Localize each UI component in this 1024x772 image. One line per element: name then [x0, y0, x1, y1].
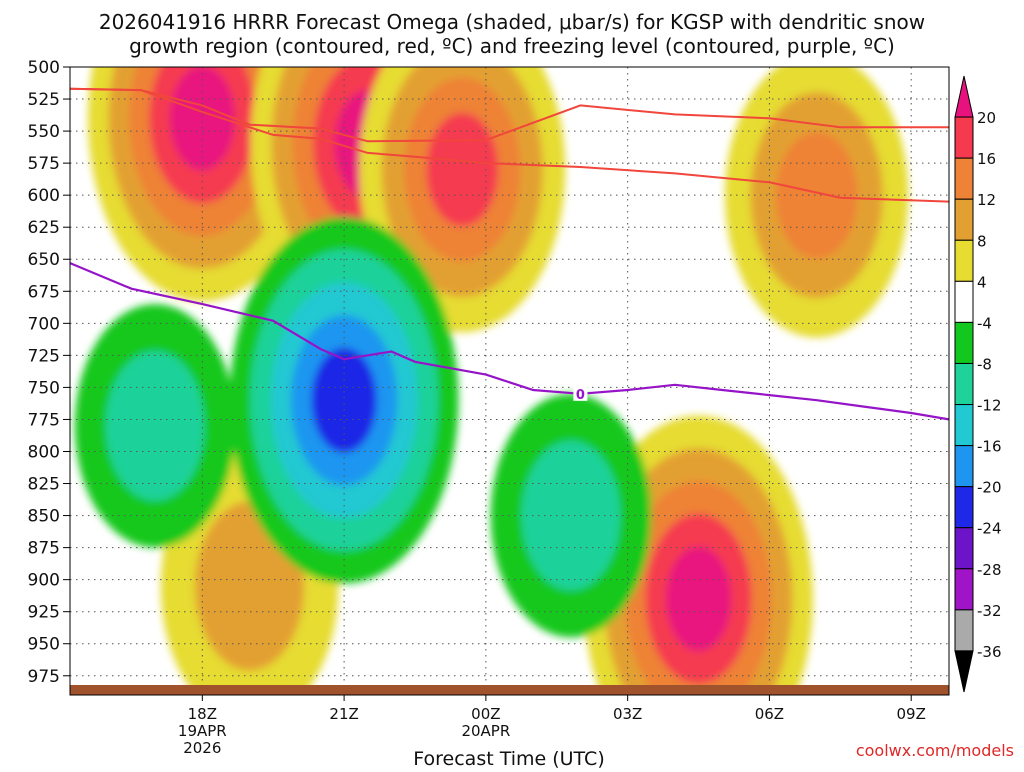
y-tick-label: 800	[28, 442, 60, 462]
colorbar-label: 20	[977, 109, 996, 127]
y-tick-label: 750	[28, 378, 60, 398]
omega-feature-9	[490, 393, 652, 638]
colorbar-label: -16	[977, 438, 1002, 456]
x-tick-label: 19APR	[178, 722, 227, 740]
x-tick-label: 06Z	[755, 705, 784, 723]
y-tick-label: 650	[28, 250, 60, 270]
chart-title-line-1: 2026041916 HRRR Forecast Omega (shaded, …	[99, 10, 925, 34]
x-tick-label: 2026	[183, 739, 221, 757]
colorbar-bin	[954, 609, 974, 652]
y-tick-label: 900	[28, 571, 60, 591]
plot-area: 0	[70, 67, 949, 695]
colorbar-label: -20	[977, 479, 1002, 497]
omega-band	[311, 347, 377, 453]
omega-band	[665, 546, 732, 652]
freezing-level-label: 0	[576, 388, 585, 403]
omega-feature-8	[74, 304, 236, 548]
colorbar-label: -12	[977, 397, 1002, 415]
colorbar-bin	[954, 404, 974, 447]
x-tick-label: 18Z	[188, 705, 217, 723]
dgz-contour-1	[70, 87, 949, 143]
x-tick-label: 20APR	[461, 722, 510, 740]
colorbar-label: -24	[977, 520, 1002, 538]
colorbar-label: 16	[977, 150, 996, 168]
y-tick-label: 775	[28, 410, 60, 430]
omega-band	[426, 112, 499, 227]
plot-frame	[69, 66, 950, 696]
y-tick-label: 850	[28, 507, 60, 527]
colorbar-label: 8	[977, 232, 987, 250]
chart-title-line-2: growth region (contoured, red, ºC) and f…	[129, 34, 895, 58]
colorbar-label: 12	[977, 191, 996, 209]
x-tick-label: 00Z	[471, 705, 500, 723]
x-axis-title: Forecast Time (UTC)	[413, 748, 604, 768]
colorbar: 20 16 12 8 4 -4 -8 -12 -16 -20 -24 -28 -32 -36	[954, 75, 1002, 693]
y-tick-label: 950	[28, 635, 60, 655]
colorbar-bin	[954, 116, 974, 159]
freezing-level-contour	[70, 262, 949, 421]
omega-band	[521, 440, 621, 591]
colorbar-bin	[954, 239, 974, 282]
omega-band	[169, 67, 235, 171]
colorbar-label: -8	[977, 355, 992, 373]
y-tick-label: 625	[28, 218, 60, 238]
y-tick-label: 875	[28, 539, 60, 559]
y-tick-label: 975	[28, 667, 60, 687]
colorbar-bin	[954, 486, 974, 529]
dgz-contour-2	[70, 87, 949, 203]
omega-band	[105, 350, 205, 501]
colorbar-bin	[954, 198, 974, 241]
colorbar-label: -32	[977, 602, 1002, 620]
colorbar-label: -28	[977, 561, 1002, 579]
colorbar-arrow-top	[954, 75, 974, 118]
x-tick-label: 09Z	[897, 705, 926, 723]
y-tick-label: 600	[28, 186, 60, 206]
y-tick-label: 550	[28, 122, 60, 142]
y-tick-label: 925	[28, 603, 60, 623]
colorbar-bin	[954, 321, 974, 364]
colorbar-label: -36	[977, 643, 1002, 661]
colorbar-arrow-bottom	[954, 650, 974, 693]
y-tick-label: 575	[28, 154, 60, 174]
omega-feature-6	[584, 415, 813, 695]
freezing-label-bg	[573, 385, 588, 401]
contour-lines: 0	[70, 87, 949, 421]
y-tick-label: 700	[28, 314, 60, 334]
colorbar-bin	[954, 445, 974, 488]
colorbar-bin	[954, 568, 974, 611]
colorbar-label: 4	[977, 273, 987, 291]
colorbar-bin	[954, 362, 974, 406]
colorbar-bin	[954, 157, 974, 200]
watermark: coolwx.com/models	[856, 741, 1014, 760]
colorbar-bin	[954, 280, 974, 323]
x-tick-label: 21Z	[329, 705, 358, 723]
colorbar-bin	[954, 527, 974, 570]
y-tick-label: 675	[28, 282, 60, 302]
omega-feature-3	[359, 67, 566, 333]
y-tick-label: 525	[28, 90, 60, 110]
y-tick-label: 500	[28, 58, 60, 78]
y-tick-label: 825	[28, 475, 60, 495]
y-axis: 500 525 550 575 600 625 650 675 700 725 750 775 800 8…	[28, 58, 70, 687]
y-tick-label: 725	[28, 346, 60, 366]
surface-terrain	[70, 685, 949, 695]
colorbar-label: -4	[977, 314, 992, 332]
x-tick-label: 03Z	[613, 705, 642, 723]
grid-lines	[70, 67, 949, 695]
